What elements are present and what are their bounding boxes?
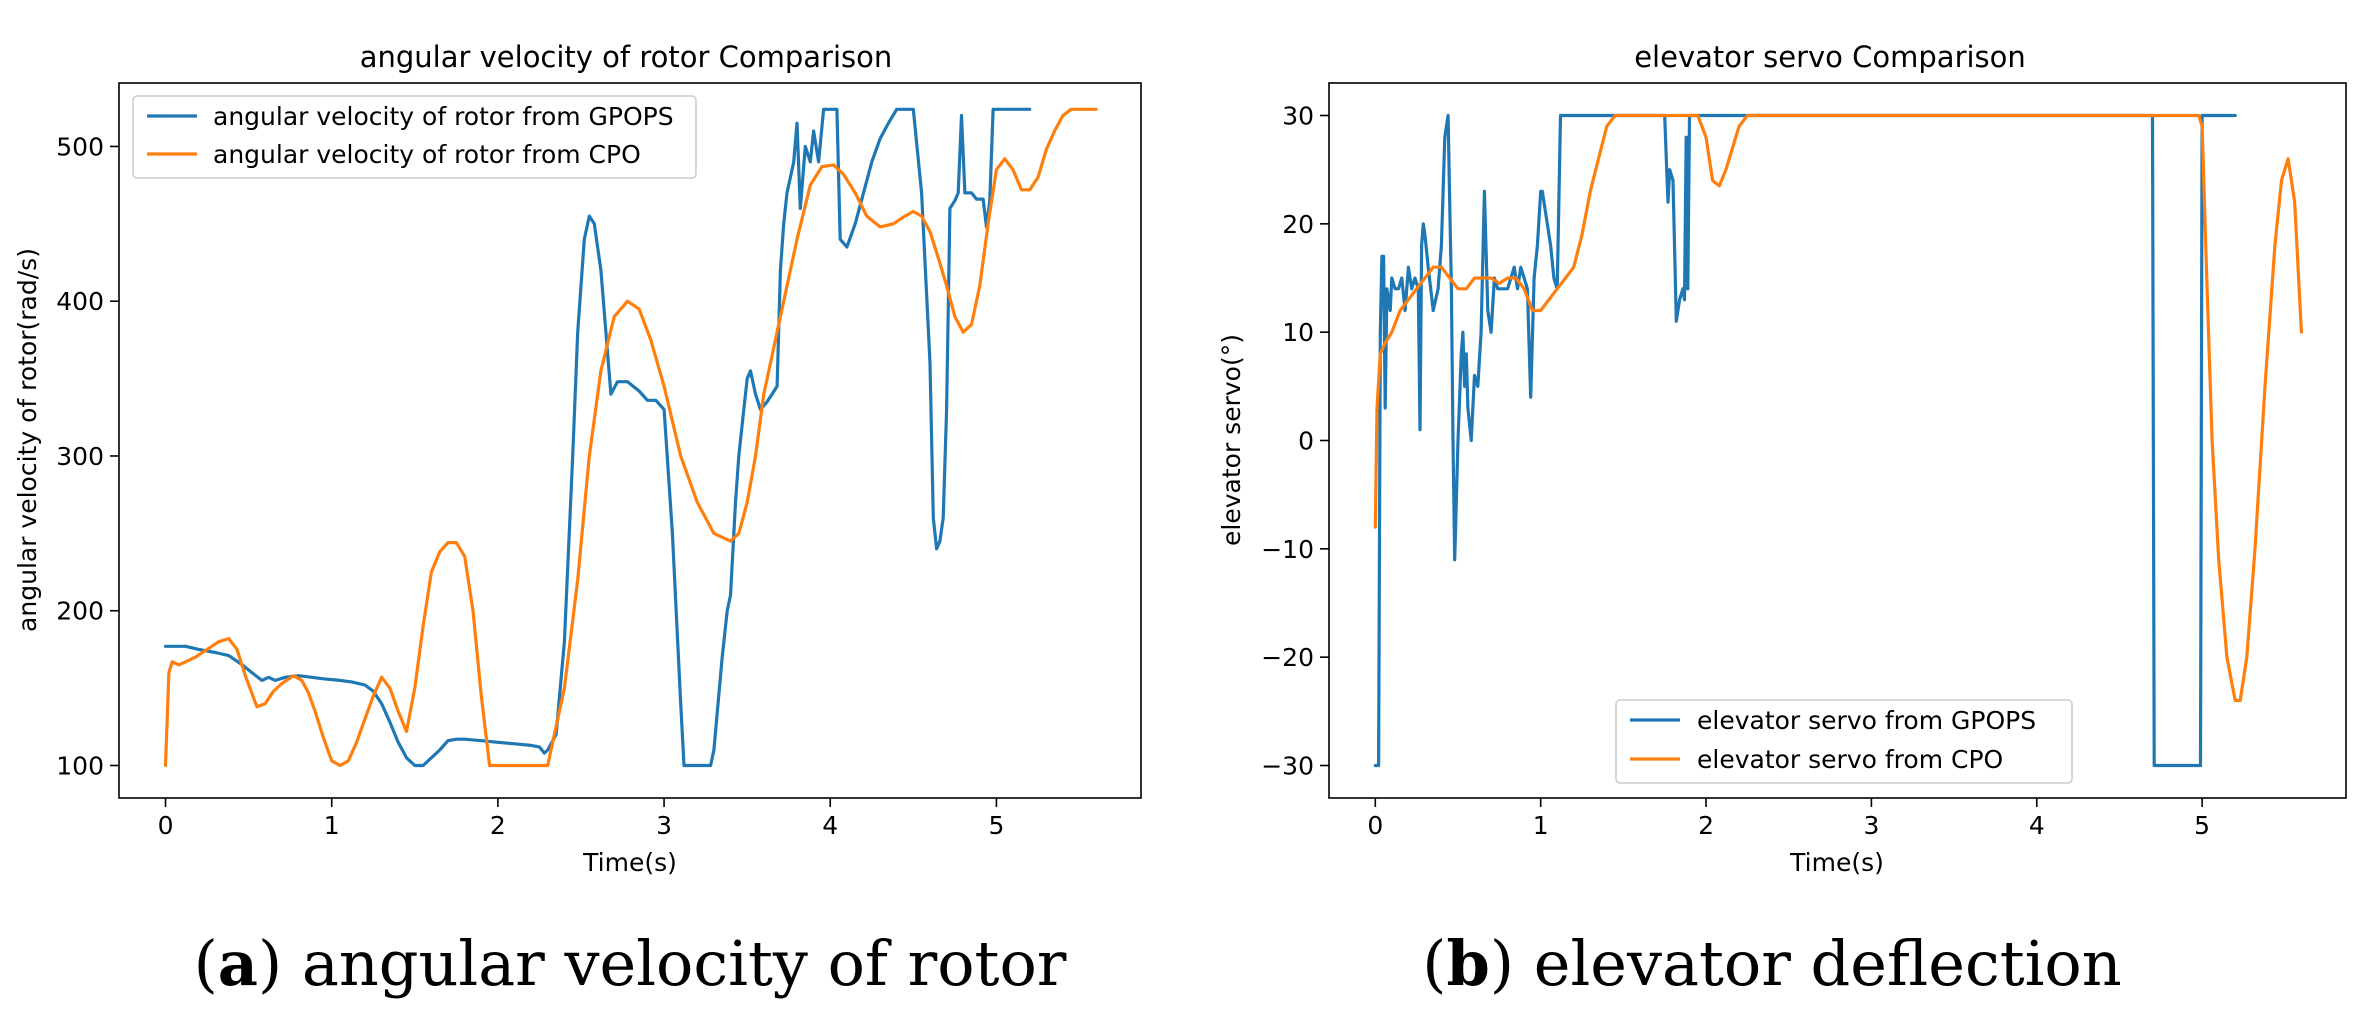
x-tick-label: 2 (490, 811, 506, 840)
chart-title: angular velocity of rotor Comparison (360, 40, 893, 74)
caption-b: (b) elevator deflection (1422, 927, 2121, 1000)
caption-a-letter: a (218, 927, 258, 1000)
tick-group: 0 1 2 3 4 5 100 200 300 400 500 (56, 132, 1004, 840)
y-tick-label: 400 (56, 287, 104, 316)
legend-label-gpops: angular velocity of rotor from GPOPS (213, 102, 674, 131)
y-tick-label: 30 (1282, 102, 1314, 131)
y-tick-label: −10 (1261, 535, 1314, 564)
x-tick-label: 5 (2194, 811, 2210, 840)
x-axis-label: Time(s) (1789, 848, 1884, 877)
y-tick-label: −30 (1261, 752, 1314, 781)
y-axis-label: angular velocity of rotor(rad/s) (13, 248, 42, 632)
x-tick-label: 4 (822, 811, 838, 840)
chart-elevator-servo: elevator servo Comparison 0 1 2 3 4 5 −30 −20 −1… (1217, 40, 2347, 877)
x-tick-label: 1 (324, 811, 340, 840)
y-tick-label: 10 (1282, 318, 1314, 347)
series-line-cpo (163, 107, 1098, 768)
plot-frame (1328, 82, 2347, 799)
chart-angular-velocity: angular velocity of rotor Comparison 0 1 2… (13, 40, 1142, 877)
y-tick-label: 20 (1282, 210, 1314, 239)
series-group (163, 107, 1098, 768)
x-axis-label: Time(s) (582, 848, 677, 877)
legend-label-cpo: angular velocity of rotor from CPO (213, 140, 641, 169)
legend-box (132, 95, 697, 179)
y-tick-label: 300 (56, 442, 104, 471)
x-tick-label: 4 (2029, 811, 2045, 840)
legend-box (1615, 699, 2073, 784)
caption-a-text: angular velocity of rotor (302, 927, 1067, 1000)
x-tick-label: 2 (1698, 811, 1714, 840)
x-tick-label: 3 (1863, 811, 1879, 840)
legend-label-gpops: elevator servo from GPOPS (1697, 706, 2036, 735)
caption-b-text: elevator deflection (1534, 927, 2122, 1000)
y-tick-label: 0 (1298, 427, 1314, 456)
series-line-gpops (1373, 113, 2237, 768)
series-line-gpops (163, 107, 1032, 768)
chart-title: elevator servo Comparison (1634, 40, 2026, 74)
legend: angular velocity of rotor from GPOPS ang… (132, 95, 697, 179)
legend: elevator servo from GPOPS elevator servo… (1615, 699, 2073, 784)
y-tick-label: 100 (56, 752, 104, 781)
x-tick-label: 1 (1533, 811, 1549, 840)
series-line-cpo (1373, 113, 2303, 703)
plot-frame (118, 82, 1142, 799)
x-tick-label: 5 (988, 811, 1004, 840)
tick-group: 0 1 2 3 4 5 −30 −20 −10 0 10 20 30 (1261, 102, 2210, 841)
x-tick-label: 0 (158, 811, 174, 840)
legend-label-cpo: elevator servo from CPO (1697, 745, 2003, 774)
x-tick-label: 3 (656, 811, 672, 840)
caption-b-letter: b (1446, 927, 1489, 1000)
y-tick-label: 500 (56, 132, 104, 161)
y-tick-label: 200 (56, 597, 104, 626)
y-axis-label: elevator servo(°) (1217, 334, 1246, 546)
y-tick-label: −20 (1261, 643, 1314, 672)
caption-a: (a) angular velocity of rotor (194, 927, 1067, 1000)
x-tick-label: 0 (1367, 811, 1383, 840)
series-group (1373, 113, 2303, 768)
